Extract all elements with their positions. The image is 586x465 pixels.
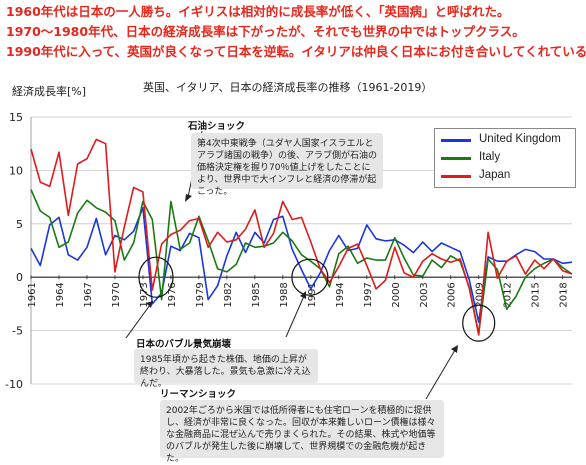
x-tick-label: 2018 — [559, 282, 570, 307]
legend-item-japan: Japan — [439, 167, 573, 185]
legend: United Kingdom Italy Japan — [434, 128, 576, 188]
lehman-shock-circle — [462, 304, 496, 342]
headline-line-1: 1960年代は日本の一人勝ち。イギリスは相対的に成長率が低く、「英国病」と呼ばれ… — [6, 4, 510, 19]
legend-swatch-uk — [441, 139, 471, 142]
series-line-japan — [30, 138, 573, 336]
x-tick-label: 2000 — [391, 282, 402, 307]
x-tick-label: 1976 — [167, 282, 178, 307]
x-tick-label: 2009 — [475, 282, 486, 307]
legend-label-japan: Japan — [479, 169, 511, 181]
oil-shock-note-text: 第4次中東戦争（ユダヤ人国家イスラエルとアラブ諸国の戦争）の後、アラブ側が石油の… — [197, 139, 378, 197]
legend-item-uk: United Kingdom — [439, 131, 573, 149]
x-tick-label: 1970 — [111, 282, 122, 307]
lehman-arrowhead — [451, 345, 458, 353]
x-tick-label: 1967 — [83, 282, 94, 307]
headline-line-2: 1970～1980年代、日本の経済成長率は下がったが、それでも世界の中ではトップ… — [6, 24, 525, 39]
y-tick-label: -5 — [12, 325, 23, 338]
x-tick-label: 2006 — [447, 282, 458, 307]
bubble-collapse-note: 1985年頃から起きた株価、地価の上昇が終わり、大暴落した。景気も急激に冷え込ん… — [134, 349, 318, 389]
oil-shock-note: 第4次中東戦争（ユダヤ人国家イスラエルとアラブ諸国の戦争）の後、アラブ側が石油の… — [191, 133, 383, 197]
x-tick-label: 1985 — [251, 282, 262, 307]
oil-shock-arrowhead — [185, 194, 192, 202]
bubble-arrowhead-left — [146, 301, 153, 308]
y-tick-label: 0 — [16, 271, 23, 284]
bubble-arrowhead-right — [300, 291, 306, 299]
x-tick-label: 1982 — [223, 282, 234, 307]
x-tick-label: 1994 — [335, 282, 346, 307]
bubble-collapse-title: 日本のバブル景気崩壊 — [136, 339, 232, 350]
legend-swatch-italy — [441, 157, 471, 160]
chart-title: 英国、イタリア、日本の経済成長率の推移（1961-2019） — [143, 81, 433, 94]
x-tick-label: 1988 — [279, 282, 290, 307]
bubble-arrow-right — [285, 295, 305, 338]
oil-shock-title: 石油ショック — [188, 121, 246, 132]
x-tick-label: 1979 — [195, 282, 206, 307]
x-tick-label: 2015 — [531, 282, 542, 307]
y-axis-title: 経済成長率[%] — [12, 85, 87, 98]
bubble-arrow-left — [125, 304, 151, 339]
x-tick-label: 1997 — [363, 282, 374, 307]
x-tick-label: 1961 — [27, 282, 38, 307]
y-tick-label: 10 — [9, 164, 23, 177]
x-tick-label: 2003 — [419, 282, 430, 307]
lehman-arrow — [425, 349, 456, 400]
bubble-collapse-note-text: 1985年頃から起きた株価、地価の上昇が終わり、大暴落した。景気も急激に冷え込ん… — [140, 355, 311, 389]
growth-rate-chart: 15 10 5 0 -5 -10 1961 1964 1967 1970 1973 1976 1979 1… — [5, 111, 573, 400]
bubble-collapse-circle — [291, 258, 329, 296]
legend-swatch-japan — [441, 175, 471, 178]
x-tick-label: 1964 — [55, 282, 66, 307]
lehman-shock-title: リーマンショック — [160, 389, 237, 400]
headline-line-3: 1990年代に入って、英国が良くなって日本を逆転。イタリアは仲良く日本にお付き合… — [6, 44, 586, 59]
oil-shock-circle — [138, 256, 174, 298]
x-tick-label: 1973 — [139, 282, 150, 307]
lehman-shock-note: 2002年ごろから米国では低所得者にも住宅ローンを積極的に提供し、経済が非常に良… — [160, 400, 444, 464]
y-tick-label: 15 — [9, 111, 23, 124]
legend-item-italy: Italy — [439, 149, 573, 167]
x-tick-label: 2012 — [503, 282, 514, 307]
y-tick-label: -10 — [5, 378, 23, 391]
lehman-shock-note-text: 2002年ごろから米国では低所得者にも住宅ローンを積極的に提供し、経済が非常に良… — [166, 406, 436, 464]
legend-label-uk: United Kingdom — [479, 133, 561, 145]
legend-label-italy: Italy — [479, 151, 501, 163]
y-tick-label: 5 — [16, 218, 23, 231]
